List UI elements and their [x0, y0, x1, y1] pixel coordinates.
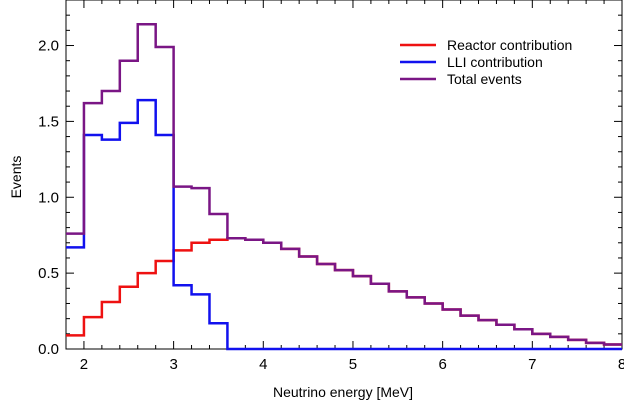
legend-label: Reactor contribution	[447, 37, 572, 53]
x-tick-label: 2	[80, 356, 88, 373]
y-tick-label: 0.5	[38, 265, 59, 282]
x-tick-label: 8	[618, 356, 624, 373]
x-axis-title: Neutrino energy [MeV]	[273, 384, 413, 400]
x-tick-label: 4	[259, 356, 267, 373]
series-line-2	[66, 98, 622, 351]
x-tick-label: 3	[169, 356, 177, 373]
y-tick-label: 0.0	[38, 341, 59, 358]
x-tick-label: 6	[438, 356, 446, 373]
legend-label: Total events	[447, 71, 522, 87]
x-tick-label: 7	[528, 356, 536, 373]
series-line-1	[66, 236, 622, 346]
x-axis-ticks: 2 3 4 5 6 7 8	[65, 0, 624, 373]
y-axis-title: Events	[8, 156, 24, 199]
y-axis-ticks: 0.0 0.5 1.0 1.5 2.0	[38, 0, 622, 358]
legend-label: LLI contribution	[447, 54, 543, 70]
y-tick-label: 2.0	[38, 38, 59, 55]
series-layer	[66, 23, 622, 351]
y-tick-label: 1.5	[38, 113, 59, 130]
y-tick-label: 1.0	[38, 189, 59, 206]
series-line-3	[66, 23, 622, 346]
x-tick-label: 5	[349, 356, 357, 373]
